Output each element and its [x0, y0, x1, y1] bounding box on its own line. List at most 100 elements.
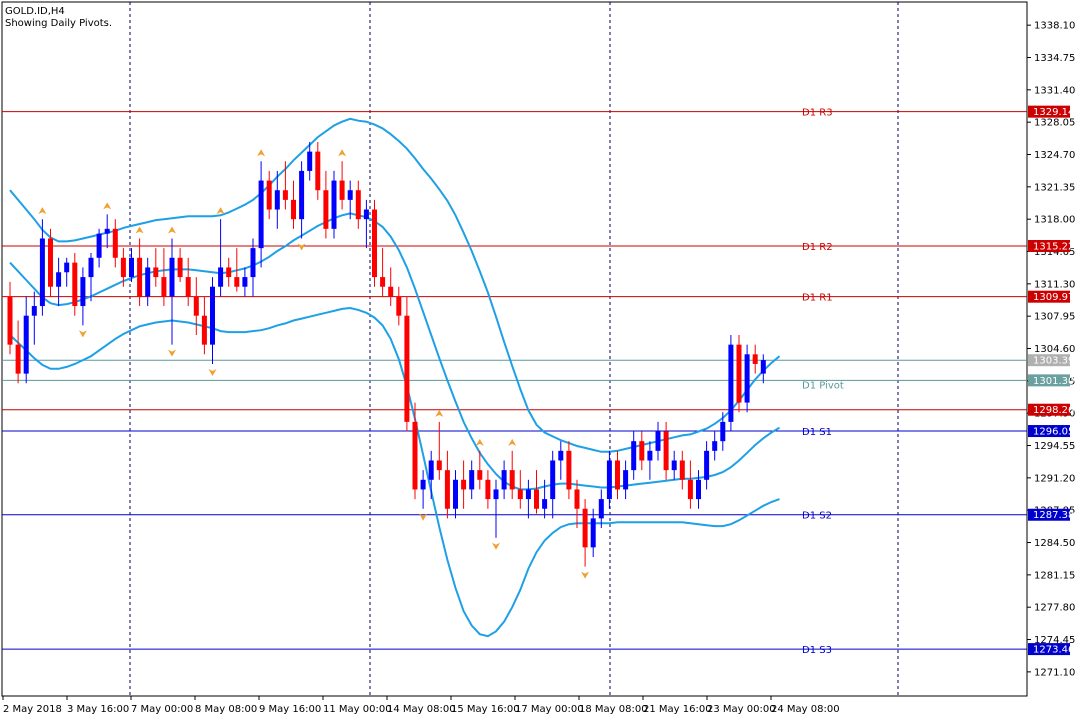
bull-candle: [218, 267, 224, 287]
bull-candle: [299, 170, 305, 220]
bull-candle: [31, 306, 37, 316]
bear-candle: [444, 470, 450, 509]
fractal-down-marker: [581, 571, 590, 579]
candles: [7, 141, 766, 567]
bull-candle: [307, 151, 313, 171]
bull-candle: [39, 238, 45, 307]
x-tick-label: 2 May 2018: [3, 704, 62, 715]
pivot-label: D1 R2: [802, 242, 833, 253]
price-marker: [1028, 403, 1070, 416]
price-marker-label: 1287.38: [1033, 510, 1074, 521]
fractal-up-marker: [475, 438, 484, 446]
bear-candle: [461, 479, 467, 490]
price-marker: [1028, 374, 1070, 387]
price-marker: [1028, 354, 1070, 367]
bear-candle: [323, 190, 329, 229]
bear-candle: [436, 460, 442, 471]
bear-candle: [315, 151, 321, 191]
x-tick-label: 7 May 00:00: [131, 704, 193, 715]
pivot-label: D1 R1: [802, 293, 833, 304]
fractal-markers: [38, 149, 590, 579]
bull-candle: [331, 180, 337, 229]
price-marker-label: 1309.97: [1033, 292, 1074, 303]
bear-candle: [663, 431, 669, 471]
bear-candle: [477, 470, 483, 480]
pivot-label: D1 S2: [802, 511, 832, 522]
bear-candle: [615, 460, 620, 490]
bull-candle: [242, 277, 248, 287]
price-marker-label: 1296.05: [1033, 427, 1074, 438]
bull-candle: [250, 248, 256, 278]
pivot-label: D1 S1: [802, 427, 832, 438]
x-tick-label: 18 May 08:00: [579, 704, 648, 715]
bear-candle: [388, 286, 394, 297]
bull-candle: [96, 233, 102, 258]
bear-candle: [380, 277, 386, 287]
bear-candle: [112, 228, 118, 258]
x-tick-label: 15 May 16:00: [451, 704, 520, 715]
bull-candle: [428, 460, 434, 480]
bull-candle: [469, 470, 475, 490]
pivot-label: D1 Pivot: [802, 380, 844, 391]
bear-candle: [266, 180, 272, 210]
bear-candle: [177, 257, 183, 278]
bull-candle: [274, 190, 280, 210]
price-marker: [1028, 105, 1070, 118]
bull-candle: [744, 354, 750, 403]
bull-candle: [606, 460, 612, 500]
y-tick-label: 1281.15: [1034, 570, 1075, 581]
x-tick-label: 24 May 08:00: [771, 704, 840, 715]
bear-candle: [153, 267, 159, 278]
y-tick-label: 1307.95: [1034, 312, 1075, 323]
bull-candle: [501, 470, 507, 490]
x-tick-label: 14 May 08:00: [387, 704, 456, 715]
pivot-lines: [2, 111, 1027, 650]
price-marker: [1028, 425, 1070, 438]
bear-candle: [161, 277, 167, 297]
bull-candle: [88, 257, 94, 278]
pivot-label: D1 S3: [802, 645, 832, 656]
bull-candle: [712, 441, 718, 451]
bear-candle: [639, 441, 645, 461]
fractal-up-marker: [508, 438, 517, 446]
bear-candle: [291, 199, 296, 220]
bull-candle: [590, 518, 596, 548]
fractal-up-marker: [435, 409, 444, 417]
bull-candle: [363, 209, 369, 220]
y-tick-label: 1304.60: [1034, 344, 1075, 355]
bull-candle: [647, 450, 653, 461]
bull-candle: [23, 315, 29, 374]
bear-candle: [752, 354, 758, 364]
y-tick-label: 1271.10: [1034, 667, 1075, 678]
x-tick-label: 11 May 00:00: [323, 704, 392, 715]
bear-candle: [582, 508, 588, 548]
price-marker: [1028, 508, 1070, 521]
bollinger-lower: [9, 306, 780, 638]
y-tick-label: 1334.75: [1034, 53, 1075, 64]
bear-candle: [185, 277, 191, 297]
pivot-label: D1 R3: [802, 108, 833, 119]
bull-candle: [655, 431, 661, 451]
price-axis: 1338.10 1334.75 1331.40 1328.05 1324.70 1321.…: [1027, 21, 1075, 678]
bear-candle: [355, 190, 361, 220]
y-tick-label: 1328.05: [1034, 118, 1075, 129]
time-axis: 2 May 2018 3 May 16:00 7 May 00:00 8 May 08…: [2, 696, 840, 715]
plot-area[interactable]: [1, 1, 1028, 697]
bear-candle: [679, 460, 685, 480]
bear-candle: [7, 296, 13, 345]
bull-candle: [493, 489, 499, 500]
bull-candle: [704, 450, 710, 480]
x-tick-label: 8 May 08:00: [195, 704, 257, 715]
y-tick-label: 1291.20: [1034, 473, 1075, 484]
fractal-up-marker: [338, 149, 347, 157]
fractal-down-marker: [208, 368, 217, 376]
price-marker: [1028, 290, 1070, 303]
bear-candle: [193, 296, 199, 316]
bear-candle: [137, 257, 143, 297]
price-marker-label: 1303.39: [1033, 356, 1074, 367]
y-tick-label: 1277.80: [1034, 603, 1075, 614]
bear-candle: [372, 209, 377, 278]
y-tick-label: 1321.35: [1034, 182, 1075, 193]
bear-candle: [72, 262, 78, 307]
